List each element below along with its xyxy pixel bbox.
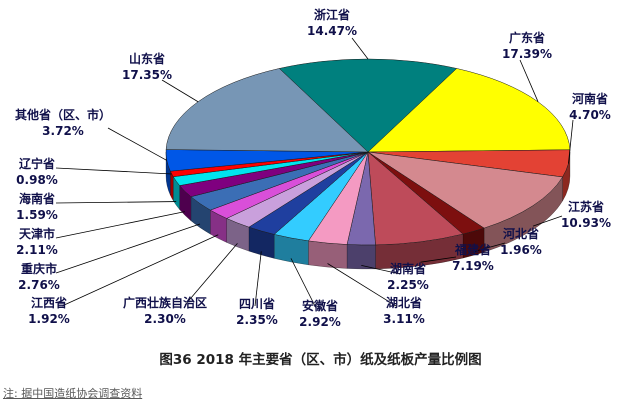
province-name: 湖北省 bbox=[385, 296, 423, 310]
leader-line bbox=[351, 37, 369, 60]
province-name: 广西壮族自治区 bbox=[122, 296, 208, 310]
province-name: 河北省 bbox=[502, 227, 540, 241]
slice-label-liaoning: 辽宁省 0.98% bbox=[16, 157, 58, 188]
province-value: 3.72% bbox=[42, 123, 84, 138]
leader-line bbox=[61, 234, 219, 307]
province-value: 2.25% bbox=[387, 277, 429, 292]
leader-line bbox=[55, 211, 185, 239]
leader-line bbox=[361, 264, 401, 275]
province-name: 安徽省 bbox=[301, 299, 339, 313]
province-name: 广东省 bbox=[508, 31, 546, 45]
province-name: 辽宁省 bbox=[18, 157, 56, 171]
province-value: 17.35% bbox=[122, 67, 172, 82]
province-value: 4.70% bbox=[569, 107, 611, 122]
slice-label-shandong: 山东省 17.35% bbox=[122, 52, 172, 83]
leader-line bbox=[161, 79, 199, 103]
pie-slice-wall bbox=[308, 240, 348, 269]
province-name: 四川省 bbox=[238, 297, 276, 311]
province-name: 湖南省 bbox=[389, 262, 427, 276]
province-name: 浙江省 bbox=[313, 8, 351, 22]
province-value: 1.59% bbox=[16, 207, 58, 222]
province-value: 2.35% bbox=[236, 312, 278, 327]
slice-label-jiangsu: 江苏省 10.93% bbox=[561, 200, 611, 231]
province-value: 14.47% bbox=[307, 23, 357, 38]
leader-line bbox=[55, 167, 172, 175]
province-name: 河南省 bbox=[571, 92, 609, 106]
province-value: 17.39% bbox=[502, 46, 552, 61]
slice-label-fujian: 福建省 7.19% bbox=[452, 243, 494, 274]
slice-label-henan: 河南省 4.70% bbox=[569, 92, 611, 123]
leader-line bbox=[55, 201, 177, 204]
province-name: 江苏省 bbox=[567, 200, 605, 214]
province-value: 2.76% bbox=[18, 277, 60, 292]
leader-line bbox=[532, 215, 563, 227]
province-name: 江西省 bbox=[30, 296, 68, 310]
slice-label-hunan: 湖南省 2.25% bbox=[387, 262, 429, 293]
leader-line bbox=[519, 59, 539, 102]
pie-slice bbox=[367, 151, 563, 229]
leader-line bbox=[290, 258, 317, 309]
slice-label-jiangxi: 江西省 1.92% bbox=[28, 296, 70, 327]
province-value: 7.19% bbox=[452, 258, 494, 273]
slice-label-chongqing: 重庆市 2.76% bbox=[18, 262, 60, 293]
province-value: 2.30% bbox=[144, 311, 186, 326]
slice-label-guangdong: 广东省 17.39% bbox=[502, 31, 552, 62]
slice-label-hainan: 海南省 1.59% bbox=[16, 192, 58, 223]
slice-label-sichuan: 四川省 2.35% bbox=[236, 297, 278, 328]
slice-label-hebei: 河北省 1.96% bbox=[500, 227, 542, 258]
province-name: 福建省 bbox=[454, 243, 492, 257]
leader-line bbox=[473, 242, 506, 253]
leader-line bbox=[55, 223, 201, 274]
leader-line bbox=[568, 119, 574, 164]
slice-label-zhejiang: 浙江省 14.47% bbox=[307, 8, 357, 39]
leader-line bbox=[327, 263, 397, 307]
province-value: 2.11% bbox=[16, 242, 58, 257]
province-name: 山东省 bbox=[128, 52, 166, 66]
slice-label-other: 其他省（区、市） 3.72% bbox=[15, 108, 111, 139]
slice-label-hubei: 湖北省 3.11% bbox=[383, 296, 425, 327]
province-name: 其他省（区、市） bbox=[14, 108, 112, 122]
slice-label-anhui: 安徽省 2.92% bbox=[299, 299, 341, 330]
slice-label-guangxi: 广西壮族自治区 2.30% bbox=[123, 296, 207, 327]
source-note: 注: 据中国造纸协会调查资料 bbox=[3, 387, 143, 400]
province-value: 1.96% bbox=[500, 242, 542, 257]
province-value: 0.98% bbox=[16, 172, 58, 187]
province-value: 1.92% bbox=[28, 311, 70, 326]
province-value: 10.93% bbox=[561, 215, 611, 230]
province-name: 海南省 bbox=[18, 192, 56, 206]
province-value: 3.11% bbox=[383, 311, 425, 326]
leader-line bbox=[107, 127, 168, 161]
leader-line bbox=[184, 243, 238, 306]
chart-title: 图36 2018 年主要省（区、市）纸及纸板产量比例图 bbox=[159, 352, 482, 368]
slice-label-tianjin: 天津市 2.11% bbox=[16, 227, 58, 258]
leader-line bbox=[254, 251, 262, 307]
province-name: 天津市 bbox=[18, 227, 56, 241]
leader-line bbox=[420, 256, 457, 263]
province-name: 重庆市 bbox=[20, 262, 58, 276]
province-value: 2.92% bbox=[299, 314, 341, 329]
pie-slice bbox=[165, 68, 369, 153]
